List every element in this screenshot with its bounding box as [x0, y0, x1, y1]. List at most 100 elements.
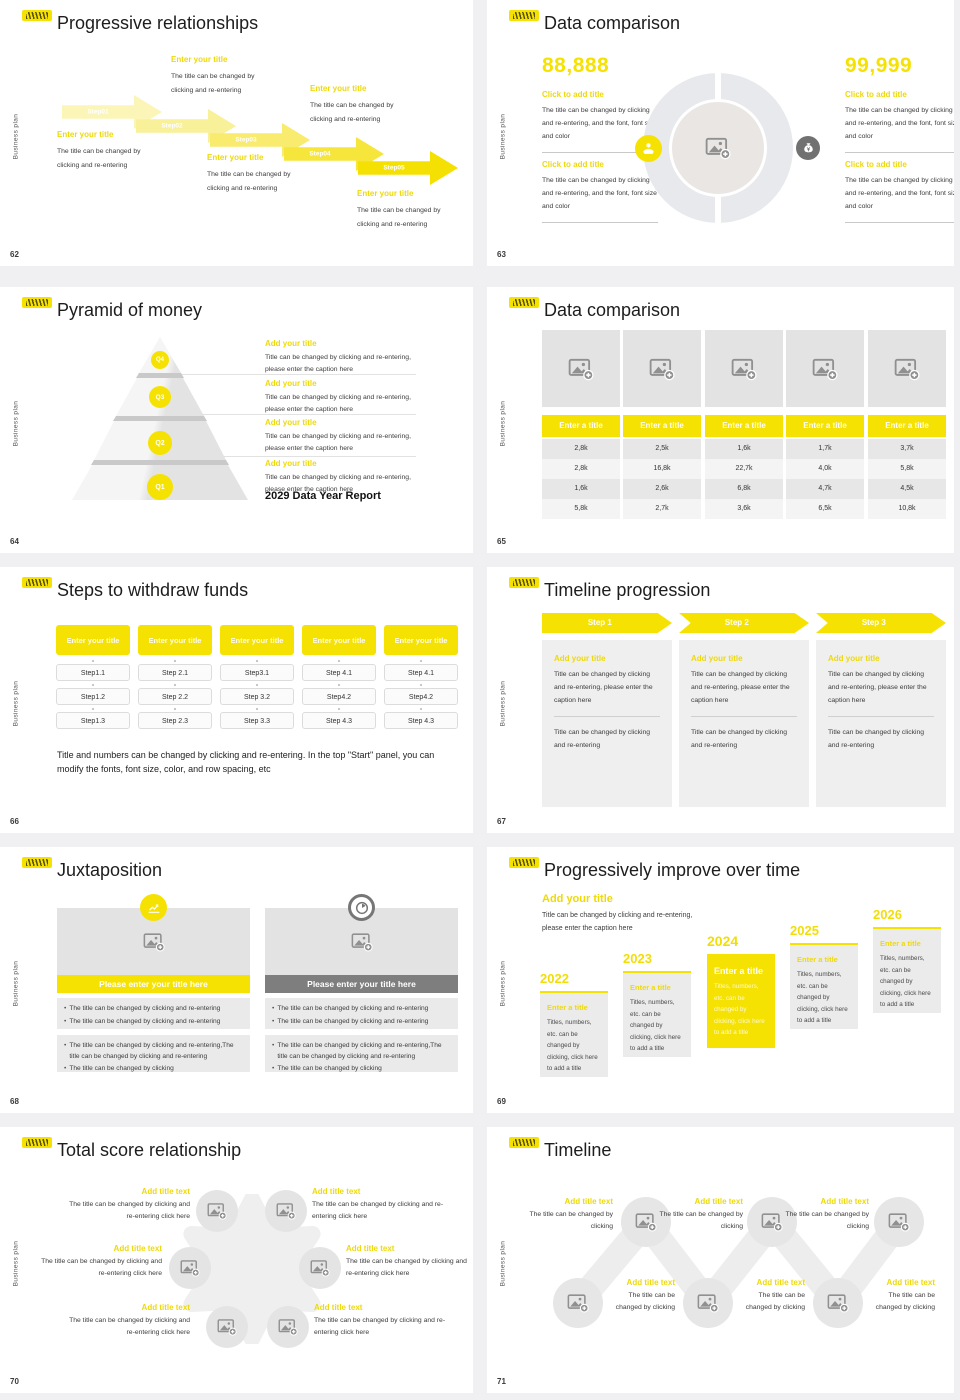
slide-68-thumbnail[interactable]: Business plan Juxtaposition Please enter… — [0, 847, 473, 1113]
image-placeholder[interactable] — [206, 1306, 248, 1348]
image-placeholder[interactable] — [623, 330, 701, 407]
text-section: Click to add title The title can be chang… — [542, 160, 658, 223]
image-placeholder-icon — [278, 1317, 298, 1337]
intro-block: Add your title Title can be changed by c… — [542, 893, 693, 932]
image-placeholder[interactable] — [196, 1190, 238, 1232]
process-arrow: Step01 — [62, 95, 162, 129]
table-cell: 10,8k — [868, 499, 946, 519]
table-cell: 4,7k — [786, 479, 864, 499]
image-placeholder-icon — [761, 1211, 783, 1233]
step-column-header: Enter your title — [138, 625, 212, 655]
slide-66-thumbnail[interactable]: Business plan Steps to withdraw funds En… — [0, 567, 473, 833]
report-caption: 2029 Data Year Report — [265, 490, 381, 502]
slide-title: Timeline — [544, 1140, 612, 1160]
slide-64-thumbnail[interactable]: Business plan Pyramid of money Q4 Q3 Q2 … — [0, 287, 473, 553]
table-header-cell: Enter a title — [705, 415, 783, 437]
brand-logo — [22, 1137, 52, 1148]
year-step: 2026 Enter a title Titles, numbers, etc. … — [873, 907, 941, 1013]
slide-number: 65 — [497, 537, 506, 546]
pyramid-graphic: Q4 Q3 Q2 Q1 — [70, 335, 250, 503]
brand-logo — [509, 1137, 539, 1148]
image-placeholder[interactable] — [267, 1306, 309, 1348]
image-placeholder-icon — [567, 1292, 589, 1314]
slide-67-thumbnail[interactable]: Business plan Timeline progression Step … — [487, 567, 954, 833]
image-placeholder[interactable] — [705, 330, 783, 407]
slide-70-thumbnail[interactable]: Business plan Total score relationship A… — [0, 1127, 473, 1393]
year-step-highlighted: 2024 Enter a title Titles, numbers, etc. … — [707, 933, 775, 1048]
slide-note: Title and numbers can be changed by clic… — [57, 750, 435, 774]
step-box: Step4.2 — [302, 688, 376, 705]
image-placeholder[interactable] — [813, 1278, 863, 1328]
slide-63-thumbnail[interactable]: Business plan Data comparison 88,888 99,… — [487, 0, 954, 266]
image-placeholder[interactable] — [542, 330, 620, 407]
table-cell: 3,6k — [705, 499, 783, 519]
pyramid-level-badge: Q1 — [147, 474, 173, 500]
list-item: Add your title Title can be changed by cl… — [265, 339, 411, 373]
year-label: 2026 — [873, 907, 902, 922]
table-cell: 22,7k — [705, 459, 783, 479]
image-placeholder[interactable] — [874, 1197, 924, 1247]
text-block: Add title text The title can be changed b… — [69, 1187, 190, 1220]
image-placeholder[interactable] — [299, 1247, 341, 1289]
slide-71-thumbnail[interactable]: Business plan Timeline Add title text The… — [487, 1127, 954, 1393]
table-header-cell: Enter a title — [786, 415, 864, 437]
slide-69-thumbnail[interactable]: Business plan Progressively improve over… — [487, 847, 954, 1113]
step-box: Step 2.1 — [138, 664, 212, 681]
text-section: Click to add title The title can be chang… — [845, 90, 954, 153]
panel-title-bar: Please enter your title here — [57, 975, 250, 993]
table-cell: 6,5k — [786, 499, 864, 519]
image-placeholder[interactable] — [868, 330, 946, 407]
slide-number: 67 — [497, 817, 506, 826]
slide-title: Total score relationship — [57, 1140, 242, 1160]
donut-graphic — [643, 73, 793, 223]
image-placeholder[interactable] — [669, 99, 767, 197]
text-block: Enter your title The title can be changed… — [357, 189, 441, 228]
image-placeholder[interactable] — [169, 1247, 211, 1289]
year-step: 2025 Enter a title Titles, numbers, etc. … — [790, 923, 858, 1029]
stat-value-right: 99,999 — [845, 54, 913, 77]
process-arrow: Step05 — [358, 151, 458, 185]
slide-title: Data comparison — [544, 300, 681, 320]
image-placeholder-icon — [812, 356, 838, 382]
step-column-header: Enter your title — [384, 625, 458, 655]
pyramid-level-badge: Q2 — [148, 431, 172, 455]
bullet-box: The title can be changed by clicking and… — [265, 998, 458, 1029]
step-box: Step 4.1 — [384, 664, 458, 681]
slide-title: Timeline progression — [544, 580, 711, 600]
image-placeholder-icon — [731, 356, 757, 382]
brand-logo — [22, 297, 52, 308]
brand-logo — [509, 10, 539, 21]
image-placeholder-icon — [635, 1211, 657, 1233]
slide-65-thumbnail[interactable]: Business plan Data comparison Enter a ti… — [487, 287, 954, 553]
image-placeholder[interactable] — [553, 1278, 603, 1328]
slide-number: 71 — [497, 1377, 506, 1386]
step-box: Step4.2 — [384, 688, 458, 705]
text-block: Add title text The title can be changed b… — [314, 1303, 446, 1336]
text-block: Enter your title The title can be changed… — [57, 130, 141, 169]
stat-value-left: 88,888 — [542, 54, 610, 77]
step-card: Add your title Title can be changed by c… — [679, 640, 809, 807]
slide-title: Steps to withdraw funds — [57, 580, 249, 600]
table-cell: 2,5k — [623, 439, 701, 459]
slide-62-thumbnail[interactable]: Business plan Progressive relationships … — [0, 0, 473, 266]
slide-title: Progressive relationships — [57, 13, 259, 33]
image-placeholder[interactable] — [265, 1190, 307, 1232]
step-column-header: Enter your title — [56, 625, 130, 655]
brand-logo — [22, 10, 52, 21]
step-card: Add your title Title can be changed by c… — [816, 640, 946, 807]
step-box: Step 2.2 — [138, 688, 212, 705]
table-cell: 5,8k — [542, 499, 620, 519]
slide-title: Juxtaposition — [57, 860, 163, 880]
table-cell: 16,8k — [623, 459, 701, 479]
image-placeholder[interactable] — [786, 330, 864, 407]
table-header-cell: Enter a title — [623, 415, 701, 437]
table-cell: 6,8k — [705, 479, 783, 499]
step-box: Step 4.1 — [302, 664, 376, 681]
image-placeholder-icon — [180, 1258, 200, 1278]
image-placeholder[interactable] — [683, 1278, 733, 1328]
image-placeholder[interactable] — [621, 1197, 671, 1247]
year-step: 2023 Enter a title Titles, numbers, etc. … — [623, 951, 691, 1057]
image-placeholder[interactable] — [747, 1197, 797, 1247]
sidebar-vertical-label: Business plan — [12, 680, 20, 727]
step-box: Step 4.3 — [384, 712, 458, 729]
